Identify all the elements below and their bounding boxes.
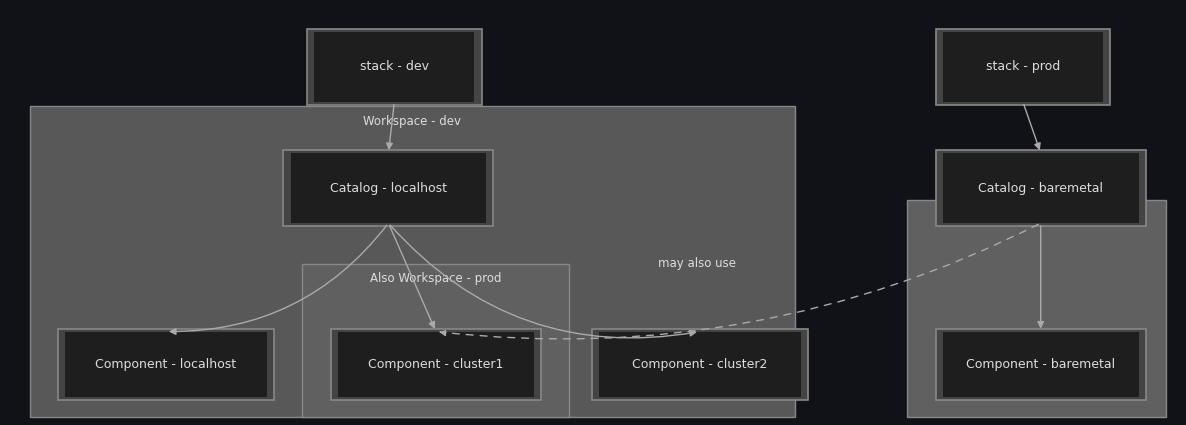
FancyBboxPatch shape — [943, 32, 1103, 102]
FancyBboxPatch shape — [65, 332, 267, 397]
Text: Component - cluster2: Component - cluster2 — [632, 358, 767, 371]
FancyBboxPatch shape — [592, 329, 808, 400]
Text: stack - dev: stack - dev — [359, 60, 429, 74]
Text: stack - prod: stack - prod — [986, 60, 1060, 74]
FancyBboxPatch shape — [307, 29, 482, 105]
Text: Component - localhost: Component - localhost — [96, 358, 236, 371]
Text: Catalog - localhost: Catalog - localhost — [330, 181, 447, 195]
FancyBboxPatch shape — [283, 150, 493, 226]
Text: Component - cluster1: Component - cluster1 — [368, 358, 504, 371]
FancyBboxPatch shape — [58, 329, 274, 400]
Text: Component - baremetal: Component - baremetal — [967, 358, 1115, 371]
FancyBboxPatch shape — [907, 200, 1166, 416]
FancyBboxPatch shape — [291, 153, 486, 223]
FancyBboxPatch shape — [936, 29, 1110, 105]
FancyBboxPatch shape — [331, 329, 541, 400]
FancyBboxPatch shape — [936, 150, 1146, 226]
FancyBboxPatch shape — [943, 332, 1139, 397]
FancyBboxPatch shape — [943, 153, 1139, 223]
Text: Catalog - baremetal: Catalog - baremetal — [978, 181, 1103, 195]
Text: Workspace - dev: Workspace - dev — [363, 115, 461, 128]
Text: may also use: may also use — [658, 257, 737, 270]
FancyBboxPatch shape — [30, 106, 795, 416]
FancyBboxPatch shape — [314, 32, 474, 102]
FancyBboxPatch shape — [936, 329, 1146, 400]
FancyBboxPatch shape — [338, 332, 534, 397]
Text: Workspace - prod: Workspace - prod — [986, 208, 1088, 221]
Text: Also Workspace - prod: Also Workspace - prod — [370, 272, 502, 285]
FancyBboxPatch shape — [302, 264, 569, 416]
FancyBboxPatch shape — [599, 332, 801, 397]
